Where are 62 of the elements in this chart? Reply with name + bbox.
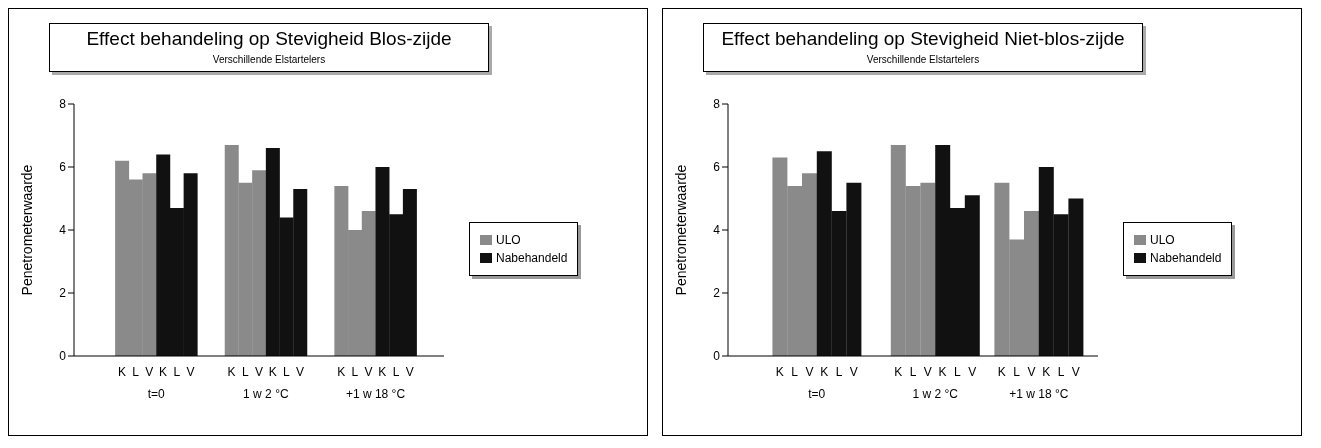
y-axis-title: Penetrometerwaarde (18, 164, 35, 296)
x-tick-label: K (227, 365, 236, 379)
x-tick-label: V (145, 365, 154, 379)
x-tick-label: V (296, 365, 305, 379)
y-tick-label: 2 (59, 286, 67, 301)
x-tick-label: V (849, 365, 858, 379)
text: 1 w 2 °C (243, 387, 289, 401)
x-tick-label: K (820, 365, 829, 379)
x-tick-label: K (894, 365, 903, 379)
x-tick-label: L (1057, 365, 1065, 379)
x-tick-label: L (392, 365, 400, 379)
x-tick-label: L (954, 365, 962, 379)
y-tick-label: 4 (59, 223, 67, 238)
y-tick-label: 6 (713, 160, 721, 175)
x-tick-label: V (254, 365, 264, 379)
x-tick-label: K (378, 365, 387, 379)
chart-subtitle: Verschillende Elstartelers (211, 54, 327, 65)
x-tick-label: K (268, 365, 277, 379)
text: 1 w 2 °C (912, 387, 959, 401)
x-tick-label: K (997, 365, 1006, 379)
x-tick-label: K (337, 365, 346, 379)
x-tick-label: K (159, 365, 168, 379)
x-tick-label: V (1027, 365, 1036, 379)
legend-label: Nabehandeld (1149, 251, 1222, 265)
text: +1 w 18 °C (345, 387, 406, 401)
chart-subtitle: Verschillende Elstartelers (865, 54, 981, 65)
y-tick-label: 8 (59, 97, 67, 112)
y-tick-label: 6 (59, 160, 67, 175)
legend-label: Nabehandeld (495, 251, 568, 265)
x-tick-label: V (364, 365, 373, 379)
x-tick-label: K (775, 365, 784, 379)
x-tick-label: V (968, 365, 977, 379)
x-tick-label: L (241, 365, 249, 379)
y-tick-label: 0 (713, 349, 721, 364)
x-tick-label: L (351, 365, 359, 379)
x-tick-label: L (1013, 365, 1021, 379)
x-tick-label: V (405, 365, 414, 379)
text: t=0 (147, 387, 166, 401)
chart-title: Effect behandeling op Stevigheid Niet-blos-zijde (720, 28, 1126, 50)
x-tick-label: V (1071, 365, 1080, 379)
legend-label: ULO (1149, 233, 1176, 247)
x-tick-label: L (173, 365, 181, 379)
y-tick-label: 8 (713, 97, 721, 112)
text: +1 w 18 °C (1009, 387, 1069, 401)
x-tick-label: L (909, 365, 917, 379)
legend-label: ULO (495, 233, 522, 247)
x-tick-label: K (938, 365, 947, 379)
x-tick-label: L (835, 365, 843, 379)
x-tick-label: L (132, 365, 140, 379)
x-tick-label: V (805, 365, 814, 379)
y-tick-label: 2 (713, 286, 721, 301)
x-tick-label: L (791, 365, 799, 379)
y-tick-label: 0 (59, 349, 67, 364)
y-axis-title: Penetrometerwaarde (672, 164, 689, 296)
x-tick-label: K (117, 365, 126, 379)
y-tick-label: 4 (713, 223, 721, 238)
x-tick-label: L (283, 365, 291, 379)
text: t=0 (808, 387, 826, 401)
x-tick-label: K (1042, 365, 1051, 379)
x-tick-label: V (923, 365, 932, 379)
chart-title: Effect behandeling op Stevigheid Blos-zijde (85, 28, 453, 50)
x-tick-label: V (186, 365, 195, 379)
